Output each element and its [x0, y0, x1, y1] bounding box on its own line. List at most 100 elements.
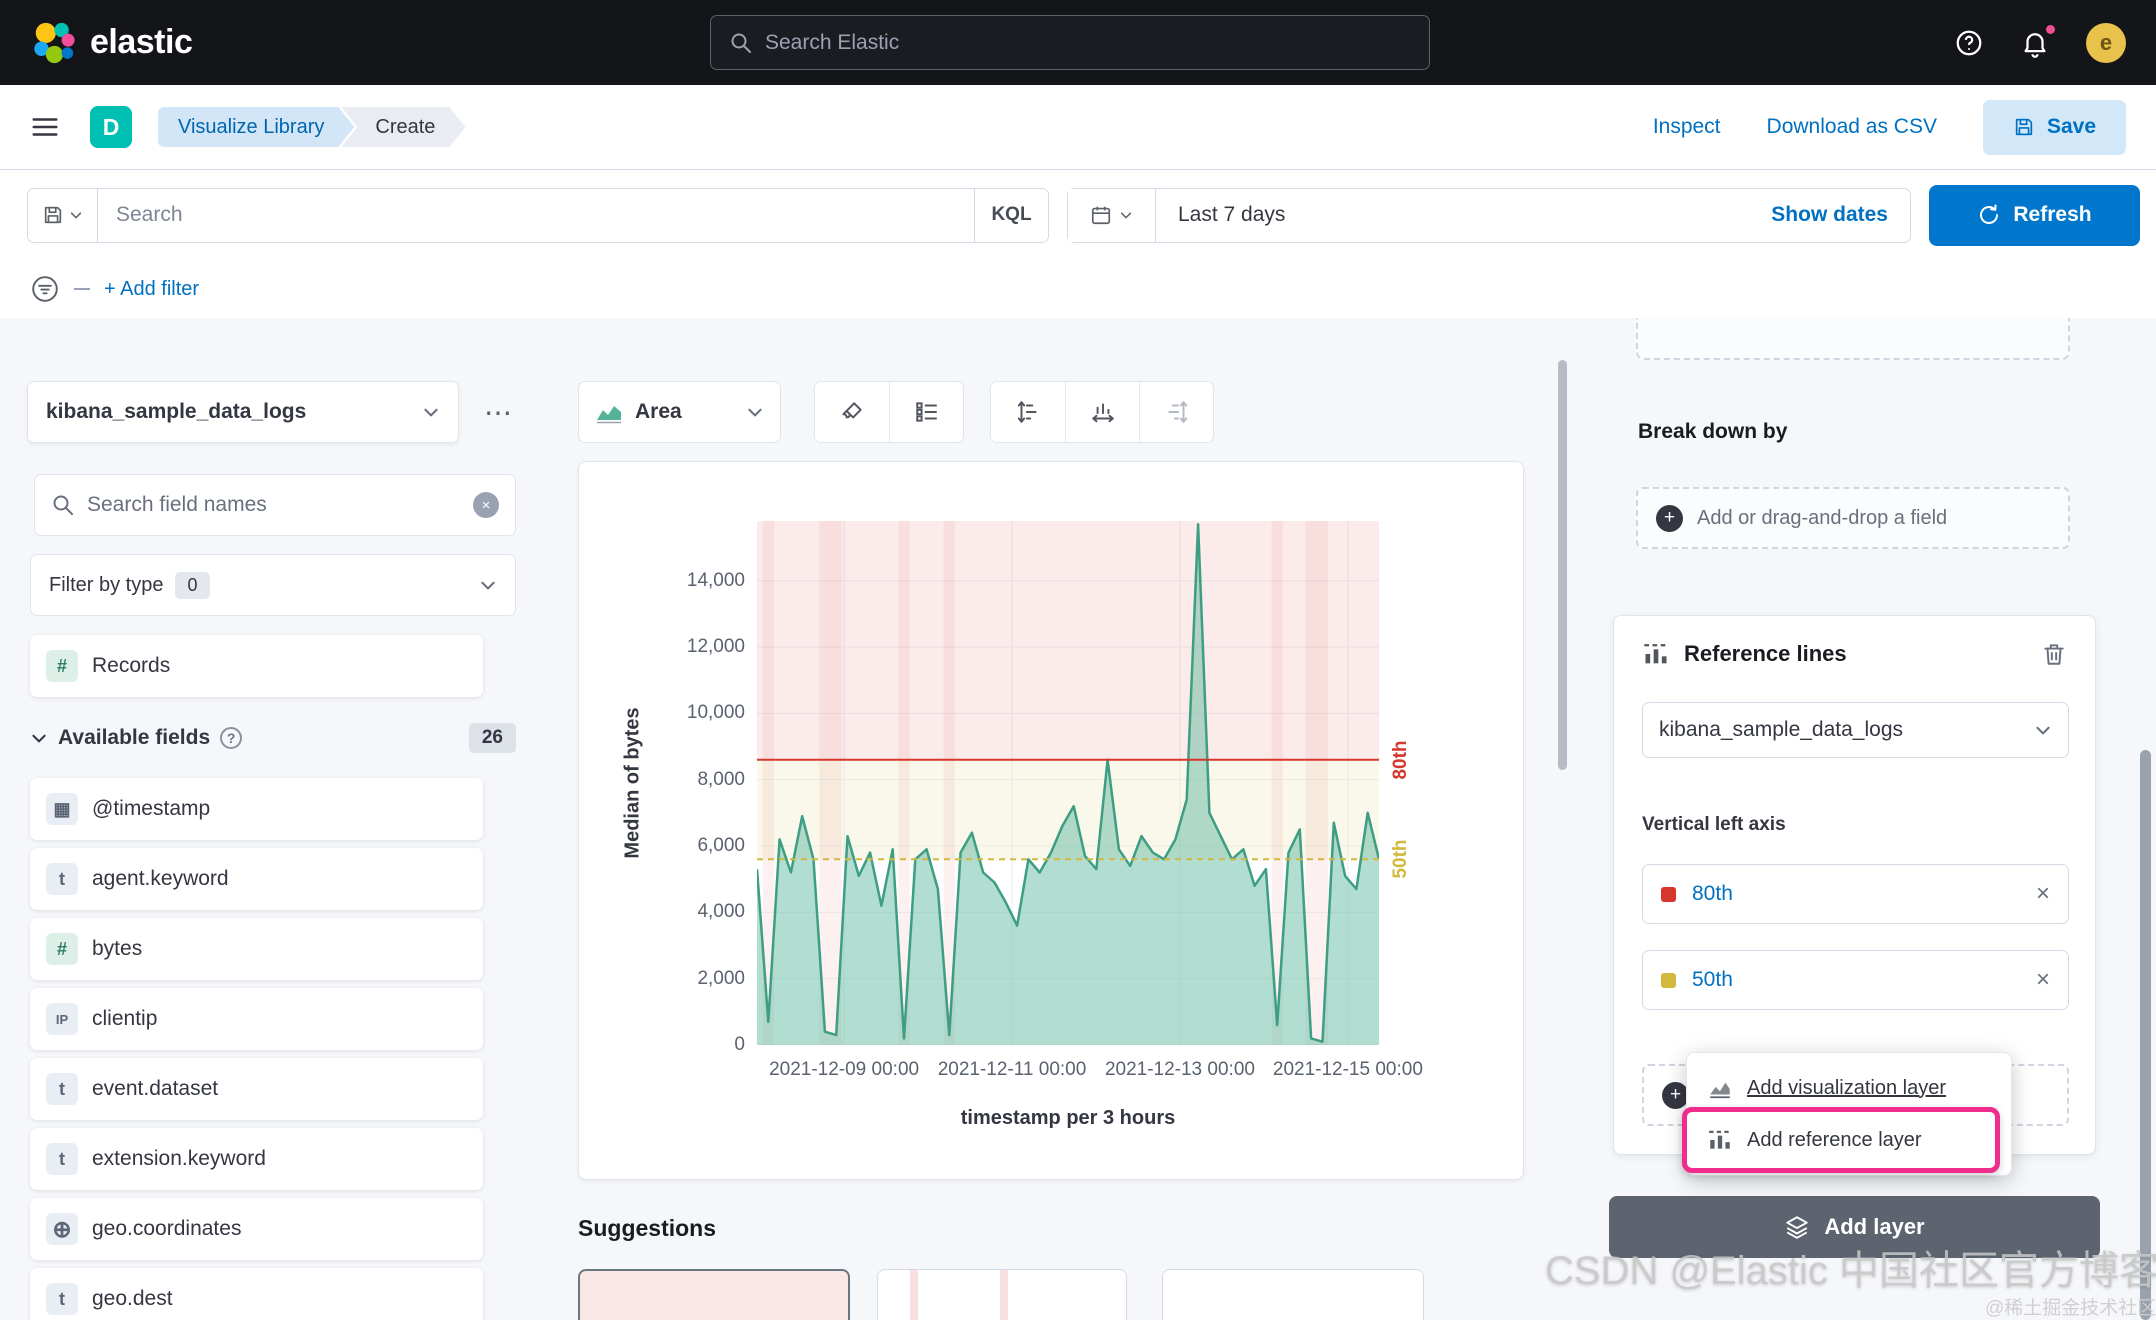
field-item-bytes[interactable]: # bytes [30, 918, 483, 980]
chart-type-selector[interactable]: Area [578, 381, 781, 443]
download-csv-button[interactable]: Download as CSV [1766, 115, 1937, 138]
field-item-geo.coordinates[interactable]: ⊕ geo.coordinates [30, 1198, 483, 1260]
saved-query-icon [42, 204, 64, 226]
color-swatch [1661, 972, 1676, 988]
global-search-input[interactable] [765, 30, 1411, 55]
add-reference-layer-item[interactable]: Add reference layer [1687, 1114, 2011, 1166]
right-axis-settings-button[interactable] [1139, 382, 1213, 442]
inspect-button[interactable]: Inspect [1652, 115, 1721, 138]
field-search[interactable]: × [34, 474, 516, 536]
filter-by-type-button[interactable]: Filter by type 0 [30, 554, 516, 616]
watermark-subtext: @稀土掘金技术社区 [1985, 1298, 2156, 1319]
legend-settings-button[interactable] [889, 382, 963, 442]
help-icon [1954, 28, 1984, 58]
break-down-by-label: Break down by [1638, 420, 1788, 443]
legend-icon [914, 399, 940, 425]
break-down-drop-button[interactable]: + Add or drag-and-drop a field [1636, 487, 2070, 549]
field-list: ▦ @timestamp t agent.keyword # bytes IP clienti… [30, 778, 483, 1320]
help-badge-icon[interactable]: ? [220, 727, 243, 749]
save-icon [2013, 116, 2035, 138]
global-search[interactable] [710, 15, 1430, 70]
time-range-value[interactable]: Last 7 days [1178, 203, 1286, 226]
visual-options-group [814, 381, 964, 443]
filter-icon[interactable] [30, 274, 60, 304]
field-item-event.dataset[interactable]: t event.dataset [30, 1058, 483, 1120]
hamburger-icon [30, 112, 60, 142]
suggestion-card-2[interactable] [877, 1269, 1127, 1320]
field-item-agent.keyword[interactable]: t agent.keyword [30, 848, 483, 910]
field-item-clientip[interactable]: IP clientip [30, 988, 483, 1050]
kql-language-button[interactable]: KQL [974, 188, 1048, 242]
query-search-input[interactable] [116, 203, 956, 227]
layer-data-view-selector[interactable]: kibana_sample_data_logs [1642, 702, 2069, 758]
reference-metric-50th[interactable]: 50th × [1642, 950, 2069, 1010]
clear-search-icon[interactable]: × [473, 492, 499, 518]
keyword-field-icon: t [46, 1283, 78, 1315]
notifications-button[interactable] [2020, 22, 2057, 58]
breadcrumb-visualize-library[interactable]: Visualize Library [158, 107, 354, 147]
reference-line-label-50th: 50th [1390, 839, 1411, 879]
number-field-icon: # [46, 933, 78, 965]
elastic-logo-icon [30, 20, 76, 66]
suggestion-card-current[interactable] [578, 1269, 850, 1320]
y-axis-tick-label: 8,000 [697, 768, 745, 790]
refresh-button[interactable]: Refresh [1929, 184, 2140, 246]
help-button[interactable] [1954, 28, 1984, 58]
field-panel-options-button[interactable]: ⋯ [478, 394, 520, 430]
menu-button[interactable] [30, 112, 60, 142]
breadcrumb: Visualize Library Create [158, 107, 465, 147]
x-axis-tick-label: 2021-12-13 00:00 [1104, 1059, 1255, 1080]
field-name: geo.coordinates [92, 1217, 242, 1240]
records-field-item[interactable]: # Records [30, 635, 483, 697]
date-quick-select-button[interactable] [1068, 188, 1156, 242]
delete-layer-button[interactable] [2041, 641, 2067, 667]
space-avatar[interactable]: D [90, 106, 132, 148]
data-view-selector[interactable]: kibana_sample_data_logs [27, 381, 459, 443]
field-name: event.dataset [92, 1077, 219, 1100]
keyword-field-icon: t [46, 1143, 78, 1175]
remove-metric-button[interactable]: × [2035, 966, 2050, 993]
suggestion-card-3[interactable] [1162, 1269, 1424, 1320]
field-search-input[interactable] [87, 493, 461, 517]
field-item-geo.dest[interactable]: t geo.dest [30, 1268, 483, 1320]
field-item-@timestamp[interactable]: ▦ @timestamp [30, 778, 483, 840]
field-item-extension.keyword[interactable]: t extension.keyword [30, 1128, 483, 1190]
add-filter-button[interactable]: + Add filter [104, 277, 200, 300]
field-name: extension.keyword [92, 1147, 266, 1170]
suggestions-heading: Suggestions [578, 1215, 717, 1241]
user-avatar[interactable]: e [2086, 22, 2126, 63]
area-chart-plot[interactable] [757, 521, 1379, 1045]
metric-label[interactable]: 80th [1692, 882, 1733, 905]
global-header: elastic e [0, 0, 2156, 85]
breadcrumb-create[interactable]: Create [341, 107, 465, 147]
add-layer-button[interactable]: Add layer [1609, 1196, 2100, 1258]
metric-label[interactable]: 50th [1692, 968, 1733, 991]
bottom-axis-settings-button[interactable] [1065, 382, 1139, 442]
remove-metric-button[interactable]: × [2035, 880, 2050, 907]
reference-lines-title: Reference lines [1684, 641, 1847, 666]
left-axis-settings-button[interactable] [991, 382, 1065, 442]
workspace-scrollbar[interactable] [1558, 360, 1567, 770]
y-axis-tick-label: 10,000 [686, 702, 745, 724]
field-name: agent.keyword [92, 867, 229, 890]
reference-metric-80th[interactable]: 80th × [1642, 864, 2069, 924]
chevron-down-icon[interactable] [30, 729, 48, 747]
plus-circle-icon: + [1656, 504, 1683, 532]
visualization-layer-icon [1707, 1075, 1733, 1101]
show-dates-button[interactable]: Show dates [1771, 203, 1910, 227]
number-field-icon: # [46, 650, 78, 682]
plus-circle-icon: + [1662, 1081, 1689, 1109]
y-axis-tick-label: 12,000 [686, 636, 745, 658]
reference-line-label-80th: 80th [1390, 740, 1411, 780]
previous-section-dropzone [1636, 318, 2070, 360]
axis-right-icon [1164, 399, 1190, 425]
refresh-icon [1977, 203, 2001, 227]
add-visualization-layer-item[interactable]: Add visualization layer [1687, 1062, 2011, 1114]
visual-options-button[interactable] [815, 382, 889, 442]
elastic-logo[interactable]: elastic [30, 20, 193, 66]
page-scrollbar[interactable] [2140, 750, 2151, 1320]
saved-query-menu-button[interactable] [28, 188, 98, 242]
y-axis-tick-label: 6,000 [697, 835, 745, 856]
y-axis-tick-label: 0 [734, 1034, 745, 1055]
save-button[interactable]: Save [1982, 99, 2126, 155]
